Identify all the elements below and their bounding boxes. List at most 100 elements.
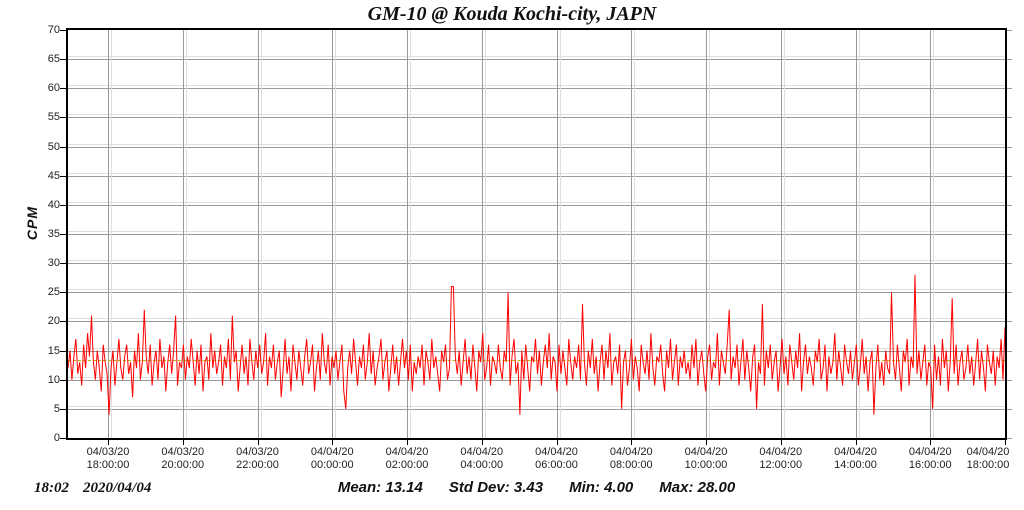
x-tick-mark [631,440,633,445]
y-tick-mark-right [1007,263,1012,265]
chart-title: GM-10 @ Kouda Kochi-city, JAPN [367,3,657,25]
x-tick-date: 04/03/20 [86,446,130,458]
x-tick-mark [1005,440,1006,445]
y-tick-mark [60,263,66,265]
x-tick-time: 02:00:00 [385,459,429,471]
x-tick-time: 20:00:00 [161,459,205,471]
x-tick-date: 04/04/20 [966,446,1010,458]
x-tick-label: 04/03/20 18:00:00 [73,446,143,472]
y-tick-label: 10 [47,373,60,386]
y-tick-mark-right [1007,438,1012,439]
y-tick-label: 30 [47,257,60,270]
cpm-trace-polyline [68,274,1005,415]
y-tick-mark-right [1007,292,1012,294]
x-tick-time: 16:00:00 [908,459,952,471]
cpm-trace [68,274,1005,415]
y-tick-mark-right [1007,175,1012,177]
x-tick-date: 04/04/20 [385,446,429,458]
x-tick-mark [780,440,782,445]
x-tick-mark [706,440,707,445]
x-tick-label: 04/04/20 06:00:00 [522,446,592,472]
x-tick-date: 04/04/20 [834,446,877,458]
x-tick-time: 14:00:00 [834,459,877,471]
y-tick-mark [60,88,66,90]
x-tick-label: 04/04/20 10:00:00 [671,446,741,472]
y-tick-label: 40 [47,198,60,211]
y-tick-mark [60,234,66,235]
y-tick-mark-right [1007,204,1012,206]
y-tick-mark [60,408,66,410]
x-tick-label: 04/04/20 14:00:00 [821,446,891,472]
x-tick-time: 22:00:00 [236,459,279,471]
x-tick-time: 06:00:00 [535,459,578,471]
x-tick-label: 04/04/20 16:00:00 [895,446,965,472]
footer-time: 18:02 [34,480,69,496]
y-tick-mark-right [1007,88,1012,90]
y-tick-label: 20 [47,315,60,328]
plot-area [66,28,1007,440]
y-tick-mark [60,379,66,381]
stat-stddev: Std Dev: 3.43 [448,479,544,496]
y-tick-label: 35 [47,228,60,240]
x-tick-time: 10:00:00 [684,459,728,471]
x-tick-mark [407,440,408,445]
x-tick-label: 04/04/20 18:00:00 [953,446,1023,472]
y-tick-mark-right [1007,234,1012,235]
x-tick-date: 04/03/20 [236,446,279,458]
x-tick-label: 04/04/20 12:00:00 [746,446,816,472]
y-tick-mark-right [1007,59,1012,61]
y-tick-mark-right [1007,350,1012,352]
x-tick-date: 04/04/20 [460,446,504,458]
y-tick-mark-right [1007,117,1012,119]
x-tick-time: 04:00:00 [460,459,504,471]
x-tick-date: 04/04/20 [759,446,803,458]
x-tick-date: 04/04/20 [310,446,354,458]
y-tick-label: 15 [47,344,60,357]
y-tick-label: 25 [47,286,60,299]
x-tick-date: 04/03/20 [161,446,205,458]
x-tick-mark [855,440,857,445]
x-tick-mark [556,440,558,445]
y-tick-mark [60,59,66,61]
y-tick-mark-right [1007,321,1012,323]
y-tick-label: 5 [53,402,60,415]
x-tick-label: 04/04/20 02:00:00 [372,446,442,472]
y-tick-mark [60,350,66,352]
x-tick-date: 04/04/20 [908,446,952,458]
y-tick-mark-right [1007,379,1012,381]
x-tick-time: 00:00:00 [310,459,354,471]
y-tick-mark [60,117,66,119]
y-tick-mark [60,321,66,323]
x-tick-label: 04/04/20 08:00:00 [596,446,666,472]
y-tick-label: 45 [47,169,60,182]
footer-statistics: Mean: 13.14 Std Dev: 3.43 Min: 4.00 Max: 28… [68,479,1005,496]
x-tick-mark [182,440,184,445]
y-tick-label: 70 [47,24,60,36]
x-tick-mark [930,440,932,445]
y-tick-mark [60,146,66,148]
x-tick-mark [257,440,259,445]
footer-date: 2020/04/04 [83,480,152,496]
y-tick-mark-right [1007,146,1012,148]
y-tick-mark [60,438,66,439]
y-tick-mark-right [1007,408,1012,410]
x-tick-label: 04/04/20 00:00:00 [297,446,367,472]
x-tick-mark [332,440,334,445]
y-tick-label: 50 [47,140,60,153]
x-tick-date: 04/04/20 [609,446,653,458]
x-tick-label: 04/04/20 04:00:00 [447,446,517,472]
x-tick-label: 04/03/20 22:00:00 [223,446,293,472]
stat-max: Max: 28.00 [659,479,736,496]
y-tick-mark [60,175,66,177]
stat-min: Min: 4.00 [569,479,634,496]
x-tick-label: 04/03/20 20:00:00 [148,446,218,472]
x-tick-time: 18:00:00 [86,459,130,471]
y-tick-label: 55 [47,111,60,124]
y-tick-mark-right [1007,30,1012,31]
y-tick-mark [60,204,66,206]
x-tick-mark [481,440,483,445]
x-tick-time: 18:00:00 [966,459,1010,471]
x-tick-time: 08:00:00 [609,459,653,471]
footer-timestamp: 18:02 2020/04/04 [34,480,151,497]
